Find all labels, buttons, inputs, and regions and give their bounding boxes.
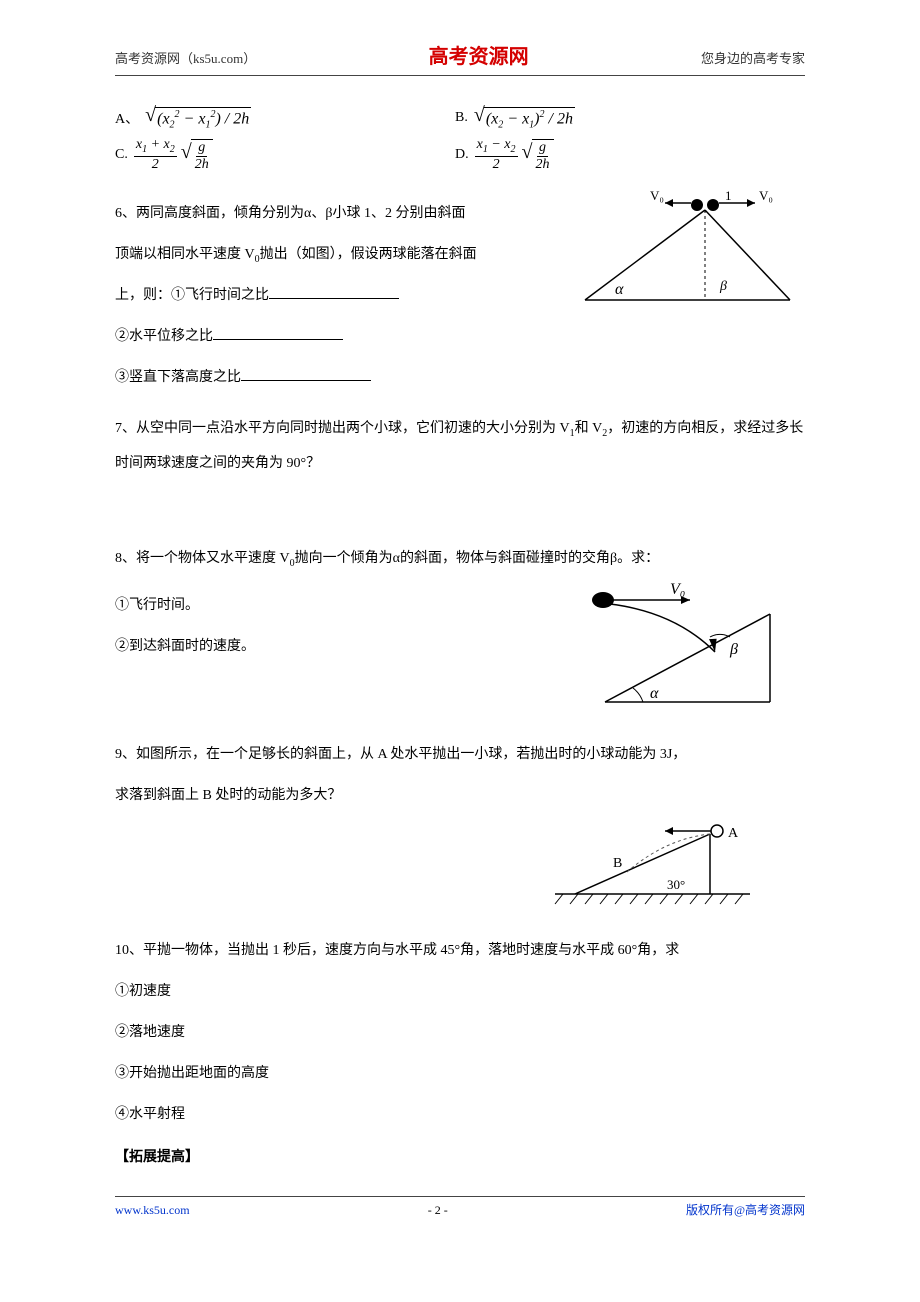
footer-left: www.ks5u.com — [115, 1203, 190, 1218]
option-b-formula: √(x2 − x1)2 / 2h — [474, 106, 575, 130]
option-b: B. √(x2 − x1)2 / 2h — [455, 106, 805, 130]
q9-line1: 9、如图所示，在一个足够长的斜面上，从 A 处水平抛出一小球，若抛出时的小球动能… — [115, 737, 805, 772]
option-d-formula: x1 − x22 √g2h — [475, 138, 554, 172]
options-row-ab: A、 √(x22 − x12) / 2h B. √(x2 − x1)2 / 2h — [115, 106, 805, 130]
q9-B: B — [613, 856, 622, 871]
option-b-label: B. — [455, 110, 468, 126]
options-row-cd: C. x1 + x22 √g2h D. x1 − x22 √g2h — [115, 138, 805, 172]
q8-v0: V₀ — [670, 582, 685, 598]
q10-line2: ①初速度 — [115, 974, 805, 1009]
q6-figure: V₀ 1 V₀ α β — [575, 190, 805, 401]
option-a: A、 √(x22 − x12) / 2h — [115, 106, 455, 130]
q6-line3: 上，则：①飞行时间之比 — [115, 278, 565, 313]
q10-line3: ②落地速度 — [115, 1015, 805, 1050]
q6-line2a: 顶端以相同水平速度 V — [115, 247, 255, 262]
footer-center: - 2 - — [428, 1203, 448, 1218]
header-center: 高考资源网 — [429, 40, 529, 69]
option-d-label: D. — [455, 147, 469, 163]
question-8: 8、将一个物体又水平速度 V0抛向一个倾角为α的斜面，物体与斜面碰撞时的交角β。… — [115, 541, 805, 717]
q6-alpha: α — [615, 281, 624, 298]
option-a-label: A、 — [115, 108, 139, 128]
header-right: 您身边的高考专家 — [701, 48, 805, 67]
header-left: 高考资源网（ks5u.com） — [115, 48, 256, 67]
q8-alpha: α — [650, 685, 659, 702]
q6-v0-left: V₀ — [650, 190, 664, 203]
q10-line4: ③开始抛出距地面的高度 — [115, 1056, 805, 1091]
option-a-formula: √(x22 − x12) / 2h — [145, 106, 251, 130]
q8-l1a: 8、将一个物体又水平速度 V — [115, 551, 290, 566]
q6-line1: 6、两同高度斜面，倾角分别为α、β小球 1、2 分别由斜面 — [115, 196, 565, 231]
q6-label-1: 1 — [725, 190, 732, 203]
q9-line2: 求落到斜面上 B 处时的动能为多大？ — [115, 778, 805, 813]
q6-line2: 顶端以相同水平速度 V0抛出（如图），假设两球能落在斜面 — [115, 237, 565, 272]
option-d: D. x1 − x22 √g2h — [455, 138, 805, 172]
extra-heading: 【拓展提高】 — [115, 1146, 805, 1166]
q8-l1b: 抛向一个倾角为α的斜面，物体与斜面碰撞时的交角β。求： — [295, 551, 659, 566]
question-10: 10、平抛一物体，当抛出 1 秒后，速度方向与水平成 45°角，落地时速度与水平… — [115, 933, 805, 1132]
q6-line5: ③竖直下落高度之比 — [115, 360, 565, 395]
q10-line5: ④水平射程 — [115, 1097, 805, 1132]
q6-line2b: 抛出（如图），假设两球能落在斜面 — [260, 247, 477, 262]
option-c-formula: x1 + x22 √g2h — [134, 138, 213, 172]
q8-line2: ①飞行时间。 — [115, 588, 565, 623]
q8-figure: V₀ α β — [575, 582, 805, 717]
q8-line1: 8、将一个物体又水平速度 V0抛向一个倾角为α的斜面，物体与斜面碰撞时的交角β。… — [115, 541, 805, 576]
q9-angle: 30° — [667, 877, 685, 892]
q6-beta: β — [719, 279, 727, 294]
question-6: 6、两同高度斜面，倾角分别为α、β小球 1、2 分别由斜面 顶端以相同水平速度 … — [115, 190, 805, 401]
q8-beta: β — [729, 641, 738, 658]
q9-svg: A B 30° — [535, 819, 775, 909]
question-7: 7、从空中同一点沿水平方向同时抛出两个小球，它们初速的大小分别为 V1和 V2，… — [115, 411, 805, 481]
q7-a: 7、从空中同一点沿水平方向同时抛出两个小球，它们初速的大小分别为 V — [115, 421, 570, 436]
option-c: C. x1 + x22 √g2h — [115, 138, 455, 172]
q6-svg: V₀ 1 V₀ α β — [575, 190, 805, 320]
page-footer: www.ks5u.com - 2 - 版权所有@高考资源网 — [115, 1196, 805, 1218]
page-header: 高考资源网（ks5u.com） 高考资源网 您身边的高考专家 — [115, 40, 805, 76]
question-9: 9、如图所示，在一个足够长的斜面上，从 A 处水平抛出一小球，若抛出时的小球动能… — [115, 737, 805, 909]
q9-A: A — [728, 826, 739, 841]
q8-svg: V₀ α β — [575, 582, 805, 712]
q6-line4: ②水平位移之比 — [115, 319, 565, 354]
footer-right: 版权所有@高考资源网 — [686, 1201, 805, 1218]
q8-line3: ②到达斜面时的速度。 — [115, 629, 565, 664]
q6-v0-right: V₀ — [759, 190, 773, 203]
q10-line1: 10、平抛一物体，当抛出 1 秒后，速度方向与水平成 45°角，落地时速度与水平… — [115, 933, 805, 968]
q7-b: 和 V — [575, 421, 603, 436]
option-c-label: C. — [115, 147, 128, 163]
